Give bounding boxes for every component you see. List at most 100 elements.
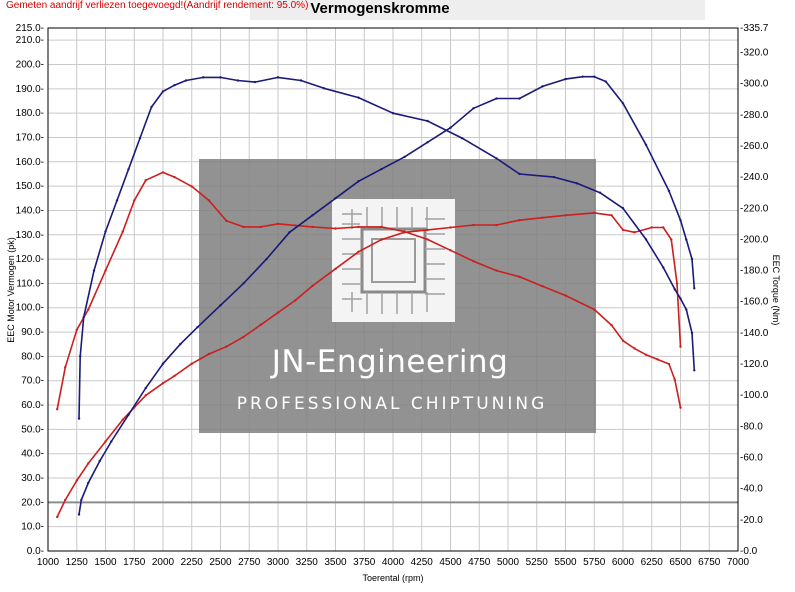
data-point xyxy=(593,211,596,215)
data-point xyxy=(92,269,96,272)
data-point xyxy=(472,223,475,227)
y-left-tick-label: 190.0- xyxy=(16,84,44,95)
series-line-3 xyxy=(78,75,696,515)
y-right-tick-label: -180.0 xyxy=(740,266,769,277)
x-tick-label: 4500 xyxy=(439,557,462,568)
y-left-tick-label: 10.0- xyxy=(21,522,44,533)
y-right-axis-label: EEC Torque (Nm) xyxy=(771,255,781,326)
plot-frame xyxy=(47,27,739,552)
data-point xyxy=(593,75,596,78)
x-tick-label: 3000 xyxy=(267,557,290,568)
data-point xyxy=(259,323,262,326)
data-point xyxy=(518,97,521,100)
data-point xyxy=(121,230,124,233)
y-left-tick-labels: 0.0- 10.0- 20.0- 30.0- 40.0- 50.0- 60.0- 70.0- 8… xyxy=(16,23,44,557)
data-point xyxy=(633,347,636,350)
data-point xyxy=(144,386,147,390)
watermark-subtitle: PROFESSIONAL CHIPTUNING xyxy=(237,394,548,414)
data-point xyxy=(294,224,297,227)
data-point xyxy=(311,284,314,288)
y-left-tick-label: 200.0- xyxy=(16,59,44,70)
y-right-tick-label: -0.0 xyxy=(740,546,758,557)
data-point xyxy=(334,197,337,200)
data-point xyxy=(77,513,81,516)
x-tick-label: 5000 xyxy=(497,557,520,568)
data-point xyxy=(82,316,85,319)
y-right-tick-label: -100.0 xyxy=(740,390,769,401)
x-tick-label: 6000 xyxy=(612,557,635,568)
data-point xyxy=(161,381,165,385)
data-point xyxy=(449,226,452,229)
data-point xyxy=(581,75,584,78)
data-point xyxy=(564,294,567,297)
y-right-tick-label: -20.0 xyxy=(740,515,763,526)
data-point xyxy=(693,369,696,372)
data-point xyxy=(161,90,165,93)
y-right-tick-label: -140.0 xyxy=(740,328,769,339)
y-left-tick-label: 120.0- xyxy=(16,254,44,265)
data-point xyxy=(598,191,602,194)
data-point xyxy=(127,413,130,416)
data-point xyxy=(242,335,245,339)
data-point xyxy=(242,225,245,229)
data-point xyxy=(144,394,147,397)
data-point xyxy=(693,287,696,290)
data-point xyxy=(673,378,676,381)
x-tick-label: 4000 xyxy=(382,557,405,568)
data-point xyxy=(56,408,59,411)
measurement-note: Gemeten aandrijf verliezen toegevoegd!(A… xyxy=(6,0,309,11)
data-point xyxy=(80,498,83,502)
data-point xyxy=(610,323,613,327)
data-point xyxy=(679,406,682,409)
data-point xyxy=(77,417,81,420)
data-point xyxy=(472,107,475,110)
y-right-tick-label: -40.0 xyxy=(740,484,763,495)
y-right-tick-label: -260.0 xyxy=(740,141,769,152)
x-tick-label: 2500 xyxy=(209,557,232,568)
x-tick-label: 4750 xyxy=(468,557,491,568)
y-right-tick-label: -80.0 xyxy=(740,421,763,432)
series-line-0 xyxy=(56,171,682,410)
data-point xyxy=(150,105,153,109)
data-point xyxy=(334,267,337,271)
y-right-tick-label: -160.0 xyxy=(740,297,769,308)
data-point xyxy=(426,119,429,123)
data-point xyxy=(311,225,314,229)
data-point xyxy=(276,311,280,314)
data-point xyxy=(685,238,688,241)
y-left-tick-label: 110.0- xyxy=(16,278,44,289)
x-tick-label: 3250 xyxy=(296,557,319,568)
y-left-tick-label: 30.0- xyxy=(21,473,44,484)
data-point xyxy=(644,143,648,146)
data-point xyxy=(79,355,82,358)
data-point xyxy=(495,223,498,227)
data-point xyxy=(675,282,679,285)
data-point xyxy=(380,167,383,171)
x-tick-label: 1000 xyxy=(37,557,60,568)
data-point xyxy=(449,249,452,252)
data-point xyxy=(253,80,257,84)
y-left-tick-label: 215.0- xyxy=(16,23,44,34)
data-point xyxy=(87,308,90,311)
data-point xyxy=(644,353,648,356)
y-left-tick-label: 40.0- xyxy=(21,449,44,460)
x-tick-label: 2750 xyxy=(238,557,261,568)
data-point xyxy=(679,345,682,348)
data-point xyxy=(133,199,136,202)
y-left-tick-label: 170.0- xyxy=(16,132,44,143)
data-point xyxy=(662,226,665,229)
data-point xyxy=(644,238,648,241)
x-tick-label: 5500 xyxy=(554,557,577,568)
y-right-tick-label: -320.0 xyxy=(740,47,769,58)
data-point xyxy=(633,231,636,234)
data-point xyxy=(690,257,694,261)
title-bar xyxy=(250,0,705,20)
x-tick-label: 6250 xyxy=(641,557,664,568)
series-line-1 xyxy=(56,212,682,518)
data-point xyxy=(426,228,429,232)
x-tick-label: 7000 xyxy=(727,557,750,568)
data-point xyxy=(667,362,671,366)
data-point xyxy=(403,231,406,234)
data-point xyxy=(225,219,228,222)
data-point xyxy=(495,269,498,272)
